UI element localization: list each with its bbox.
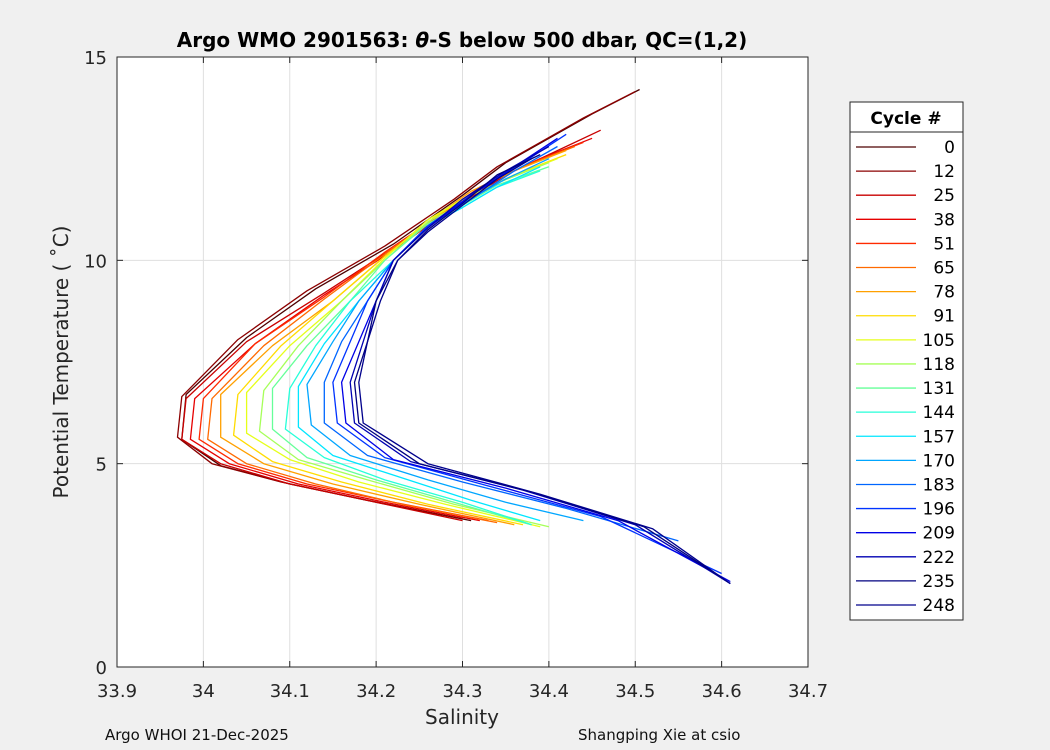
series-line-cycle-248: [358, 158, 731, 585]
x-tick-label: 34.1: [270, 681, 310, 702]
x-tick-label: 34.3: [442, 681, 482, 702]
x-tick-label: 34.7: [788, 681, 828, 702]
x-axis-label: Salinity: [425, 705, 499, 729]
chart-title-theta: θ: [415, 28, 429, 52]
series-line-cycle-157: [297, 166, 541, 522]
legend-entry-label: 157: [923, 427, 955, 447]
legend-box: [849, 101, 964, 621]
x-tick-label: 34.5: [615, 681, 655, 702]
legend-entry-label: 170: [923, 451, 955, 471]
legend-entry-label: 248: [923, 596, 955, 616]
legend: Cycle # 0 12 25 38 51 65 78 91 105 118 131 144 157 17…: [849, 101, 964, 621]
chart-title: Argo WMO 2901563: θ-S below 500 dbar, QC…: [177, 28, 747, 52]
data-series-layer: [176, 88, 731, 585]
series-line-cycle-78: [220, 149, 567, 526]
legend-entry-label: 78: [933, 283, 955, 303]
legend-entry-label: 196: [923, 500, 955, 520]
legend-entry-label: 0: [944, 138, 955, 158]
legend-entry-label: 38: [933, 210, 955, 230]
legend-entry-label: 12: [933, 162, 955, 182]
chart-title-suffix: -S below 500 dbar, QC=(1,2): [429, 28, 747, 52]
legend-entry-label: 65: [933, 259, 955, 279]
y-axis-label: Potential Temperature ( ˚C): [49, 226, 73, 499]
legend-entry-label: 91: [933, 307, 955, 327]
legend-entry-label: 131: [923, 379, 955, 399]
footer-left-text: Argo WHOI 21-Dec-2025: [105, 726, 289, 744]
legend-entry-label: 51: [933, 234, 955, 254]
x-tick-label: 34.4: [529, 681, 569, 702]
y-tick-label: 5: [96, 455, 107, 476]
x-tick-label: 33.9: [97, 681, 137, 702]
footer-right-text: Shangping Xie at csio: [578, 726, 741, 744]
chart-title-prefix: Argo WMO 2901563:: [177, 28, 416, 52]
series-line-cycle-12: [176, 91, 636, 520]
y-tick-label: 15: [84, 48, 107, 69]
legend-entry-label: 222: [923, 548, 955, 568]
legend-entry-label: 118: [923, 355, 955, 375]
legend-entry-label: 105: [923, 331, 955, 351]
y-tick-label: 0: [96, 658, 107, 679]
x-tick-label: 34: [192, 681, 215, 702]
y-tick-label: 10: [84, 251, 107, 272]
legend-title: Cycle #: [870, 109, 941, 129]
legend-entry-label: 235: [923, 572, 955, 592]
axis-ticks: 33.9 34 34.1 34.2 34.3 34.4 34.5 34.6 34.7 0 5 10 15: [84, 48, 828, 702]
legend-entry-label: 209: [923, 524, 955, 544]
x-tick-label: 34.2: [356, 681, 396, 702]
x-tick-label: 34.6: [702, 681, 742, 702]
legend-entry-label: 25: [933, 186, 955, 206]
legend-entry-label: 144: [923, 403, 955, 423]
legend-entry-label: 183: [923, 475, 955, 495]
series-line-cycle-209: [340, 137, 731, 583]
